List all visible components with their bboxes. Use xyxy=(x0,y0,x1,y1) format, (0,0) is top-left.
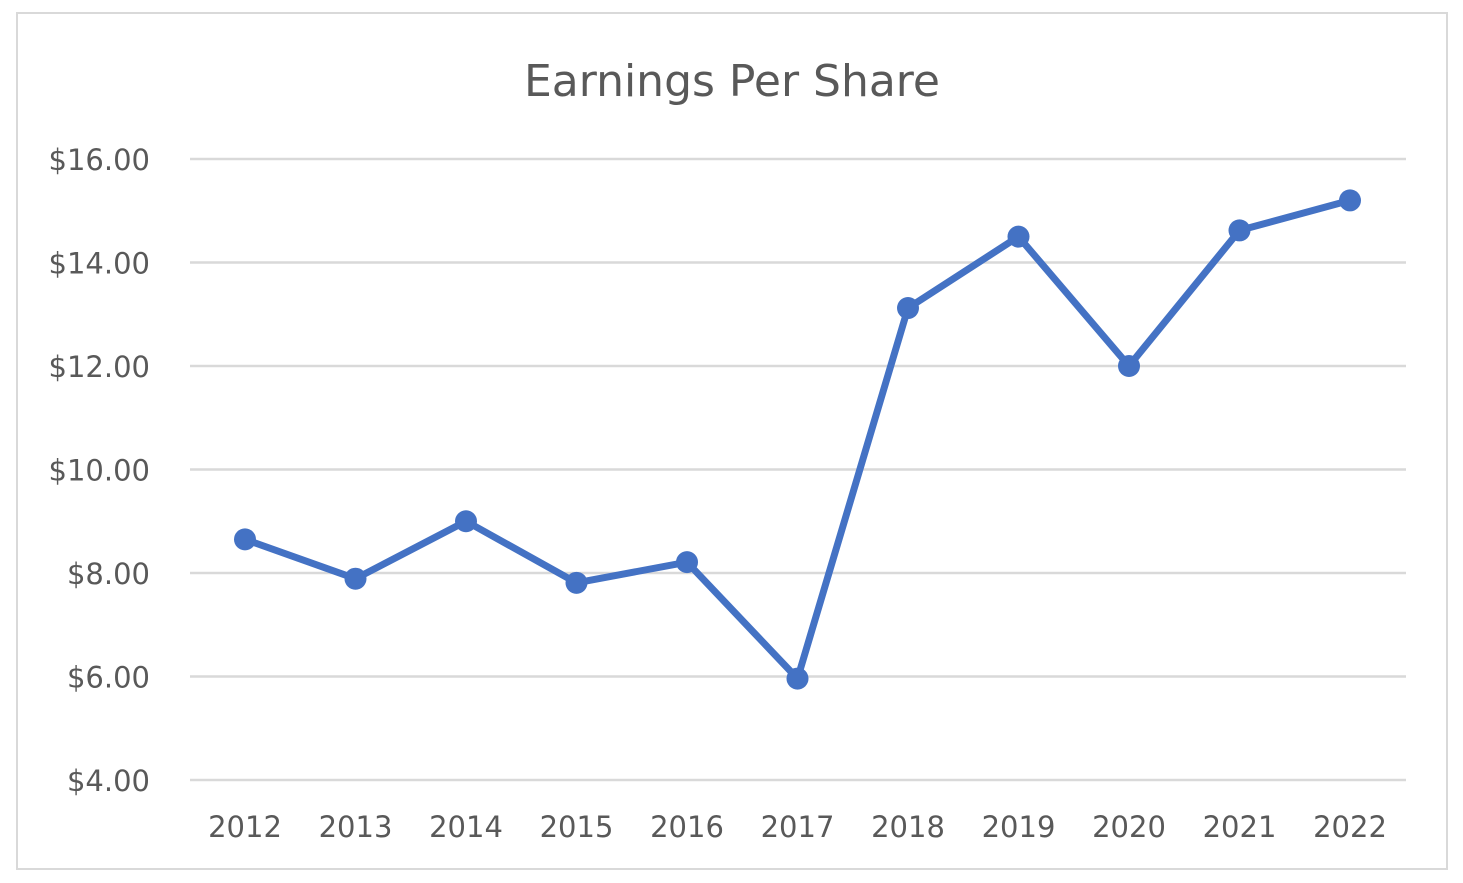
y-tick-label: $10.00 xyxy=(49,454,150,488)
x-tick-label: 2016 xyxy=(650,810,724,844)
data-point xyxy=(1118,355,1140,377)
chart-title: Earnings Per Share xyxy=(524,56,940,107)
x-tick-label: 2018 xyxy=(871,810,945,844)
y-axis-tick-labels: $4.00 $6.00 $8.00 $10.00 $12.00 $14.00 $16.00 xyxy=(49,143,150,798)
chart-area xyxy=(16,12,1448,870)
y-tick-label: $8.00 xyxy=(67,557,150,591)
data-point xyxy=(1339,189,1361,212)
y-tick-label: $14.00 xyxy=(49,247,150,281)
x-tick-label: 2013 xyxy=(319,810,393,844)
data-point xyxy=(565,571,588,594)
x-tick-label: 2020 xyxy=(1092,810,1166,844)
series-layer xyxy=(234,189,1361,690)
y-tick-label: $16.00 xyxy=(49,143,150,177)
y-tick-label: $4.00 xyxy=(67,764,150,798)
data-point xyxy=(786,667,809,690)
y-tick-label: $6.00 xyxy=(67,661,150,695)
x-tick-label: 2017 xyxy=(761,810,835,844)
x-tick-label: 2014 xyxy=(429,810,503,844)
data-point xyxy=(234,528,256,551)
data-point xyxy=(455,510,477,533)
data-point xyxy=(676,551,698,574)
y-tick-label: $12.00 xyxy=(49,350,150,384)
data-point xyxy=(1007,225,1030,248)
x-axis-tick-labels: 2012 2013 2014 2015 2016 2017 2018 2019 2020 2021… xyxy=(208,810,1387,844)
data-point xyxy=(897,297,919,320)
x-tick-label: 2012 xyxy=(208,810,282,844)
gridlines xyxy=(190,157,1406,782)
series-line xyxy=(241,196,1354,683)
x-tick-label: 2019 xyxy=(982,810,1056,844)
data-point xyxy=(344,567,367,590)
data-point xyxy=(1228,219,1251,242)
x-tick-label: 2021 xyxy=(1203,810,1277,844)
x-tick-label: 2022 xyxy=(1313,810,1387,844)
x-tick-label: 2015 xyxy=(540,810,614,844)
